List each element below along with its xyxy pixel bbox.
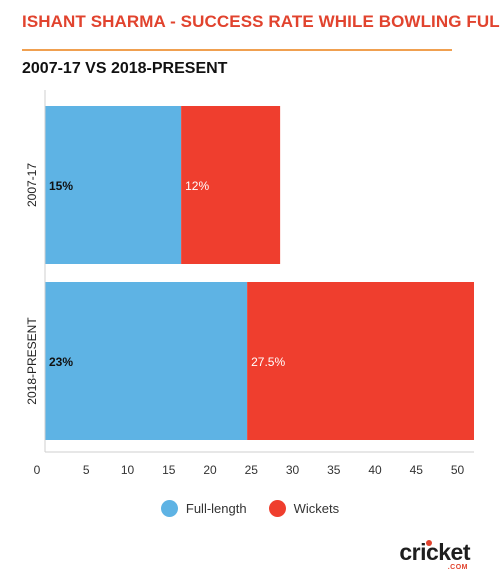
bar-full-length-2018-present: [45, 282, 248, 440]
legend-swatch-wickets: [268, 500, 286, 517]
x-tick-label-10: 10: [121, 463, 135, 477]
logo-ball-icon: [426, 540, 432, 546]
data-label-full-length-2018-present: 23%: [49, 355, 73, 369]
category-label-2018-present: 2018-PRESENT: [25, 317, 39, 405]
x-tick-label-35: 35: [327, 463, 341, 477]
x-tick-label-30: 30: [286, 463, 300, 477]
x-tick-label-20: 20: [203, 463, 217, 477]
category-label-2007-17: 2007-17: [25, 163, 39, 207]
bar-wickets-2018-present: [247, 282, 474, 440]
data-label-wickets-2007-17: 12%: [185, 179, 209, 193]
bar-wickets-2007-17: [181, 106, 281, 264]
x-tick-label-25: 25: [245, 463, 259, 477]
bar-full-length-2007-17: [45, 106, 182, 264]
x-tick-label-40: 40: [368, 463, 382, 477]
x-tick-label-50: 50: [451, 463, 465, 477]
data-label-wickets-2018-present: 27.5%: [251, 355, 285, 369]
legend-item-full-length: Full-length: [160, 500, 247, 517]
legend: Full-length Wickets: [0, 500, 500, 517]
cricket-com-logo: cricket .COM: [370, 539, 470, 573]
legend-label-full-length: Full-length: [185, 501, 247, 516]
chart-title: ISHANT SHARMA - SUCCESS RATE WHILE BOWLI…: [22, 12, 500, 31]
x-tick-label-0: 0: [34, 463, 41, 477]
x-tick-label-5: 5: [83, 463, 90, 477]
logo-domain: .COM: [447, 564, 468, 571]
title-underline: [22, 49, 452, 51]
legend-label-wickets: Wickets: [293, 501, 340, 516]
legend-swatch-full-length: [160, 500, 178, 517]
x-tick-label-15: 15: [162, 463, 176, 477]
logo-wordmark: cricket: [399, 539, 470, 565]
legend-item-wickets: Wickets: [268, 500, 340, 517]
data-label-full-length-2007-17: 15%: [49, 179, 73, 193]
x-tick-label-45: 45: [410, 463, 424, 477]
chart-subtitle: 2007-17 VS 2018-PRESENT: [22, 60, 228, 77]
